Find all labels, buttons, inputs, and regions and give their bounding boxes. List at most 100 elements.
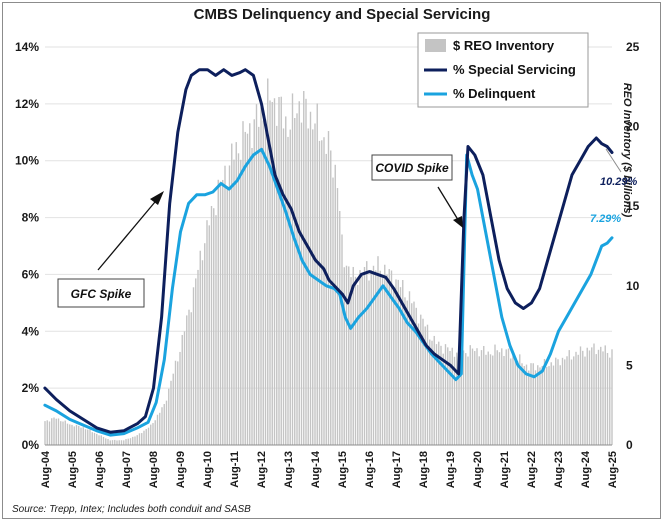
x-tick-label: Aug-16 [364,451,376,488]
reo-bar [51,418,53,445]
reo-bar [609,357,611,445]
reo-bar [231,143,233,445]
reo-bar [78,425,80,445]
reo-bar [469,345,471,445]
delinquent-line [43,147,614,437]
y-right-tick-label: 15 [626,199,640,213]
reo-bar [190,312,192,445]
reo-bar [150,424,152,445]
reo-bar [210,205,213,445]
reo-bar [375,270,377,445]
reo-bar [291,93,294,446]
reo-bar [109,440,111,445]
reo-bar [219,181,222,445]
reo-bar [611,349,613,445]
reo-bar [303,90,305,446]
reo-bar [422,318,424,445]
reo-bar [132,436,134,445]
reo-bar [244,131,246,445]
reo-bar [323,137,325,445]
reo-bar [262,120,264,445]
reo-bar [588,350,591,445]
reo-bar [174,360,177,445]
reo-bar [343,267,345,445]
reo-bar [438,341,440,445]
reo-bar [165,400,168,445]
x-tick-label: Aug-17 [391,451,403,488]
reo-bar [321,140,323,446]
y-left-ticks: 0% 2% 4% 6% 8% 10% 12% 14% [15,40,39,452]
reo-bar [102,436,105,445]
reo-bar [357,284,359,445]
legend-swatch-reo [425,39,446,52]
reo-bar [143,430,145,445]
source-note: Source: Trepp, Intex; Includes both cond… [12,504,251,515]
reo-bar [253,119,255,445]
reo-bar [199,250,201,445]
reo-bar [255,104,258,446]
reo-bar [336,188,339,445]
reo-bar [98,435,100,445]
reo-bar [543,359,546,445]
reo-bar [213,208,215,445]
reo-bar [379,270,381,445]
reo-bar [73,426,75,445]
reo-bar [604,345,606,445]
reo-bar [456,352,458,445]
reo-bar [557,359,559,445]
reo-bar [69,424,71,445]
reo-bar [465,353,467,445]
y-right-ticks: 0 5 10 15 20 25 [626,40,640,452]
reo-bar [309,111,312,445]
reo-bar [505,349,507,445]
reo-bar [532,363,534,445]
reo-bar [433,335,435,445]
reo-bar [48,421,51,445]
reo-bar [582,350,584,445]
reo-bar [276,125,278,446]
reo-bar [318,140,321,445]
reo-bar [451,347,453,445]
reo-bar [314,123,316,446]
covid-annotation: COVID Spike [371,154,463,228]
reo-bar [537,365,539,445]
reo-bar [57,418,60,445]
reo-bar [195,278,197,445]
reo-bar [573,356,575,445]
reo-bar [516,361,519,445]
x-tick-label: Aug-20 [472,451,484,488]
reo-bar [503,356,505,445]
gfc-label: GFC Spike [71,287,132,301]
reo-bar [431,340,433,445]
reo-bar [577,354,579,445]
reo-bar [246,133,249,445]
reo-bar [177,361,179,445]
x-ticks: Aug-04 Aug-05 Aug-06 Aug-07 Aug-08 Aug-09 Aug-… [40,450,619,488]
reo-bar [237,153,240,445]
reo-bar [53,417,55,445]
reo-bar [197,269,199,445]
reo-bar [442,353,444,445]
reo-bars [44,78,613,446]
reo-bar [546,366,548,445]
reo-bar [269,100,271,445]
y-right-tick-label: 0 [626,438,633,452]
reo-bar [163,404,165,445]
gfc-label-box [57,278,145,308]
x-tick-label: Aug-11 [229,451,241,488]
reo-bar [204,243,206,445]
reo-bar [325,153,327,445]
reo-bar [278,97,280,445]
gfc-arrow-line [97,195,161,271]
reo-bar [350,277,352,445]
reo-bar [136,435,138,445]
reo-bar [66,423,69,445]
reo-bar [152,423,154,445]
reo-bar [413,301,415,445]
reo-bar [548,366,550,445]
reo-bar [424,326,426,445]
x-tick-label: Aug-05 [67,451,79,488]
reo-bar [489,354,492,445]
reo-bar [519,354,521,445]
